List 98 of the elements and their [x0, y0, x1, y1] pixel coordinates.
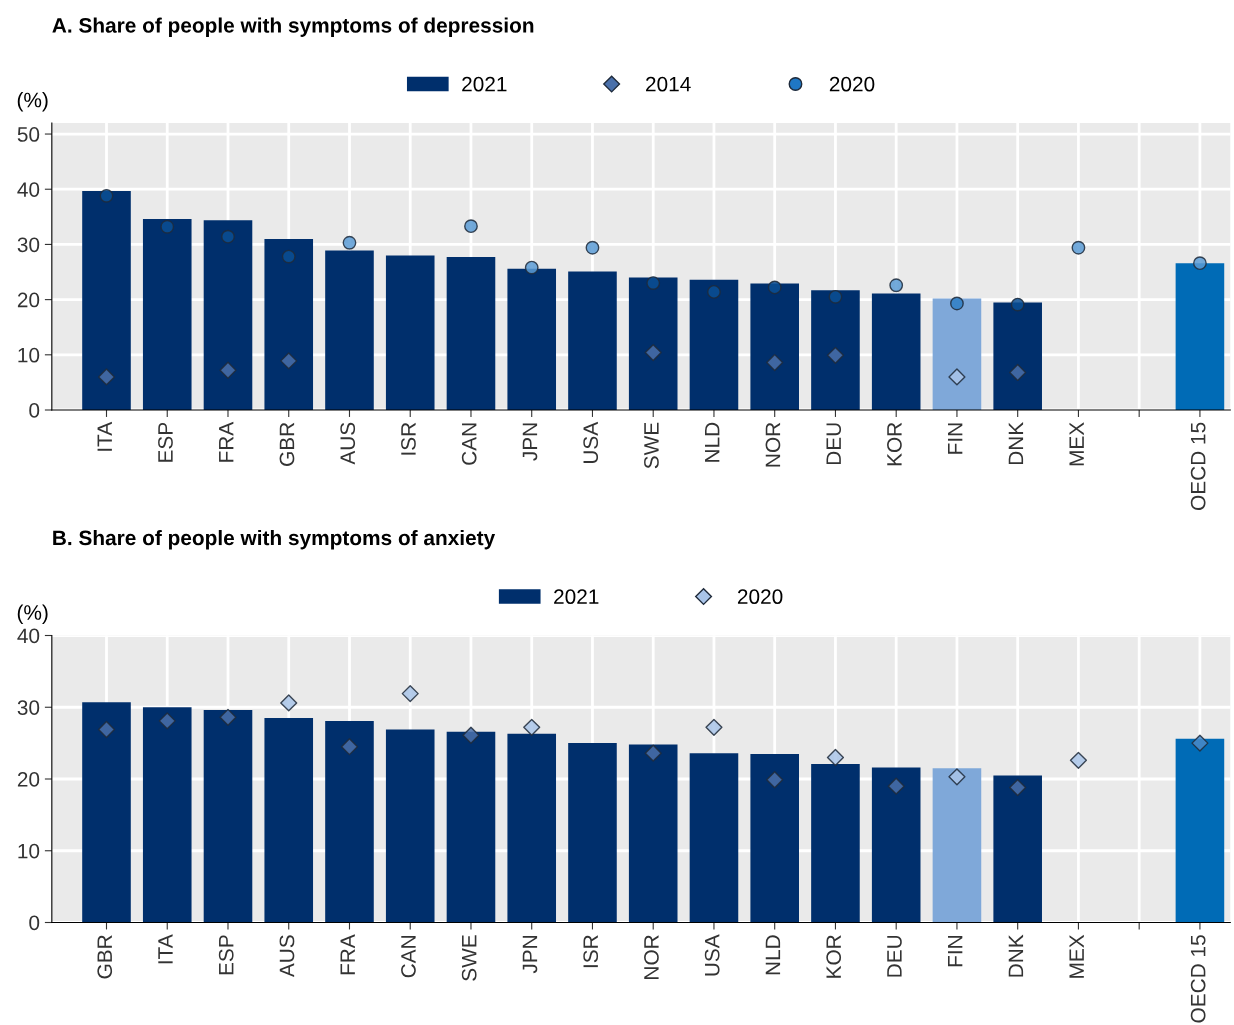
chart-title: B. Share of people with symptoms of anxiety [53, 529, 496, 550]
y-tick-label: 10 [18, 347, 40, 363]
x-tick-label: ISR [583, 935, 599, 968]
bar [325, 250, 374, 410]
point [766, 353, 784, 372]
bar [993, 775, 1042, 923]
x-tick-label: MEX [1069, 422, 1084, 466]
bar [264, 238, 314, 410]
y-axis-title: (%) [17, 604, 48, 625]
x-tick-label: NLD [765, 935, 781, 975]
bar [871, 767, 921, 923]
x-tick-label: NOR [644, 935, 659, 979]
bar [993, 302, 1042, 410]
bar [82, 702, 131, 923]
bar [568, 743, 617, 923]
x-tick-label: DNK [1008, 934, 1024, 977]
bar [264, 718, 314, 923]
x-tick-label: AUS [279, 935, 295, 978]
y-tick-label: 20 [17, 292, 40, 308]
x-tick-label: USA [704, 934, 720, 976]
legend-label: 2020 [737, 589, 783, 605]
legend-label: 2020 [829, 76, 875, 92]
x-tick-label: KOR [887, 422, 902, 466]
bar [811, 763, 860, 923]
bar [446, 257, 496, 410]
bar [385, 729, 435, 923]
bar [507, 268, 557, 410]
x-tick-label: FIN [948, 423, 963, 454]
x-tick-label: KOR [826, 935, 842, 978]
y-tick-label: 0 [29, 403, 40, 418]
x-tick-label: FIN [948, 936, 963, 967]
legend-label: 2021 [554, 589, 599, 605]
x-tick-label: USA [583, 421, 599, 464]
x-tick-label: MEX [1069, 934, 1084, 978]
bar [142, 219, 192, 410]
x-tick-label: FRA [219, 421, 234, 462]
point [644, 343, 662, 362]
point [97, 368, 116, 386]
bar [628, 277, 678, 410]
x-tick-label: DEU [826, 423, 842, 465]
y-tick-label: 50 [17, 127, 40, 142]
y-tick-label: 40 [17, 628, 40, 644]
x-tick-label: SWE [644, 422, 659, 469]
x-tick-label: GBR [97, 935, 113, 979]
bar [689, 279, 739, 410]
x-tick-label: DEU [887, 935, 902, 977]
point [219, 361, 237, 379]
bar [325, 720, 374, 923]
x-tick-label: CAN [401, 936, 416, 978]
bar [750, 753, 799, 923]
x-tick-label: CAN [461, 423, 477, 465]
x-tick-label: AUS [340, 422, 356, 465]
y-axis-title: (%) [17, 92, 48, 112]
y-tick-label: 30 [17, 700, 40, 715]
bar [385, 255, 435, 410]
x-tick-label: ESP [158, 422, 173, 462]
point [948, 368, 966, 386]
x-tick-label: ITA [97, 421, 112, 451]
bar [82, 190, 131, 410]
bar [507, 733, 557, 923]
bar [871, 293, 921, 410]
bar [142, 707, 192, 923]
y-tick-label: 40 [17, 182, 40, 197]
x-tick-label: OECD 15 [1190, 422, 1206, 510]
x-tick-label: ITA [158, 934, 173, 964]
x-tick-label: SWE [461, 935, 477, 981]
bar [1175, 263, 1225, 410]
x-tick-label: ESP [218, 935, 234, 975]
x-tick-label: GBR [279, 422, 295, 466]
bar [750, 283, 799, 410]
chart-title: A. Share of people with symptoms of depression [52, 17, 534, 37]
y-tick-label: 0 [29, 915, 40, 931]
bar [932, 298, 982, 410]
point [1009, 363, 1027, 382]
x-tick-label: NLD [705, 422, 720, 462]
point [280, 352, 298, 370]
bar [811, 290, 860, 410]
bar [203, 710, 253, 923]
bar [446, 731, 496, 923]
bar [568, 271, 617, 410]
x-tick-label: JPN [522, 423, 538, 461]
y-tick-label: 30 [17, 237, 40, 253]
legend-label: 2021 [462, 76, 507, 92]
x-tick-label: DNK [1008, 422, 1024, 465]
bar [1175, 738, 1225, 923]
y-tick-label: 10 [18, 843, 40, 859]
y-tick-label: 20 [17, 772, 40, 787]
x-tick-label: JPN [522, 936, 538, 974]
bar [203, 220, 253, 410]
bar [932, 768, 982, 923]
point [826, 346, 845, 364]
bar [628, 744, 678, 923]
x-tick-label: OECD 15 [1190, 935, 1206, 1023]
x-tick-label: NOR [765, 422, 781, 467]
x-tick-label: ISR [401, 422, 416, 455]
bar [689, 753, 739, 923]
legend-label: 2014 [646, 76, 691, 92]
x-tick-label: FRA [340, 934, 355, 975]
